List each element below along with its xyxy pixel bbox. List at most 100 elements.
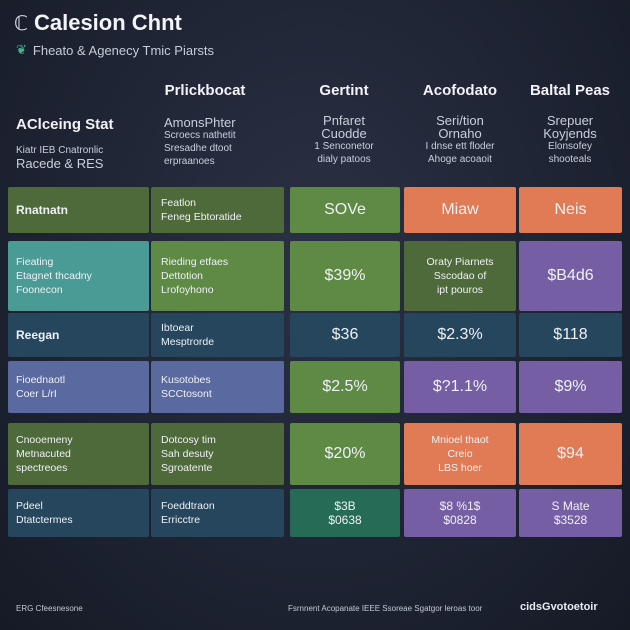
table-cell-text: $?1.1%	[432, 378, 488, 395]
table-cell: Foeddtraon Erricctre	[151, 489, 284, 537]
table-cell: $?1.1%	[404, 361, 516, 413]
table-cell-text: Oraty Piarnets	[426, 256, 494, 268]
subtitle-row: ❦ Fheato & Agenecy Tmic Piarsts	[16, 42, 214, 58]
table-cell-text: Erricctre	[161, 514, 201, 526]
row-header-info: Kiatr IEB Cnatronlic Racede & RES	[16, 144, 103, 170]
column-info-line: 1 Senconetor	[314, 141, 374, 152]
row-header-line: Kiatr IEB Cnatronlic	[16, 145, 104, 156]
table-cell: Pdeel Dtatctermes	[8, 489, 149, 537]
column-info-line: I dnse ett floder	[425, 141, 495, 152]
table-cell-text: $3B	[334, 499, 356, 513]
table-cell-text: Featlon	[161, 197, 197, 209]
table-cell: Mnioel thaot Creio LBS hoer	[404, 423, 516, 485]
table-cell-text: Fieating	[16, 256, 54, 268]
table-cell-text: Etagnet thcadny	[16, 270, 92, 282]
table-cell: Fioednaotl Coer L/rI	[8, 361, 149, 413]
table-cell: Ibtoear Mesptrorde	[151, 313, 284, 357]
table-cell-text: spectreoes	[16, 462, 68, 474]
column-info-line: Cuodde	[321, 126, 367, 141]
table-cell: Featlon Feneg Ebtoratide	[151, 187, 284, 233]
table-cell: Oraty Piarnets Sscodao of ipt pouros	[404, 241, 516, 311]
table-cell: Neis	[519, 187, 622, 233]
table-cell: $94	[519, 423, 622, 485]
table-cell-text: Mesptrorde	[161, 336, 215, 348]
column-info-line: Pnfaret	[323, 113, 365, 128]
column-info-line: Ahoge acoaoit	[428, 154, 492, 165]
table-cell: $118	[519, 313, 622, 357]
table-cell-text: Sgroatente	[161, 462, 213, 474]
table-cell-text: Pdeel	[16, 500, 43, 512]
table-cell-text: Foonecon	[16, 284, 63, 296]
footer-center: Fsrnnent Acopanate IEEE Ssoreae Sgatgor …	[288, 604, 483, 613]
column-info-1: AmonsPhter Scroecs nathetit Sresadhe dto…	[164, 116, 236, 168]
table-cell-text: Dotcosy tim	[161, 434, 216, 446]
column-info-line: Srepuer	[546, 113, 594, 128]
column-info-line: Seri/tion	[436, 113, 484, 128]
title-row: ℂ Calesion Chnt	[14, 10, 182, 36]
column-info-line: Koyjends	[543, 126, 597, 141]
table-cell-text: S Mate	[551, 499, 590, 513]
table-cell: Fieating Etagnet thcadny Foonecon	[8, 241, 149, 311]
row-header-line: Racede & RES	[16, 156, 104, 171]
column-info-line: Scroecs nathetit	[164, 130, 236, 141]
table-cell: S Mate $3528	[519, 489, 622, 537]
column-info-line: Sresadhe dtoot	[164, 143, 232, 154]
table-cell-text: Miaw	[441, 201, 479, 218]
table-cell-text: Sah desuty	[161, 448, 214, 460]
row-header-title: AClceing Stat	[16, 116, 114, 133]
table-cell: Cnooemeny Metnacuted spectreoes	[8, 423, 149, 485]
leaf-icon: ❦	[16, 42, 27, 57]
table-cell: Reegan	[8, 313, 149, 357]
table-cell-text: Fioednaotl	[16, 374, 66, 386]
table-cell-text: Reegan	[16, 328, 60, 342]
table-cell-text: $0638	[328, 513, 362, 527]
table-cell: SOVe	[290, 187, 400, 233]
column-info-line: erpraanoes	[164, 156, 215, 167]
column-info-line: Elonsofey	[548, 141, 592, 152]
table-cell-text: Sscodao of	[433, 270, 487, 282]
table-cell-text: LBS hoer	[438, 462, 482, 474]
column-info-line: Ornaho	[438, 126, 482, 141]
table-cell-text: Neis	[554, 201, 587, 218]
column-info-line: dialy patoos	[317, 154, 371, 165]
column-info-3: Seri/tion Ornaho I dnse ett floder Ahoge…	[404, 114, 516, 166]
table-cell-text: Lrofoyhono	[161, 284, 214, 296]
table-cell: $2.5%	[290, 361, 400, 413]
table-cell-text: $B4d6	[547, 267, 594, 284]
table-cell: $9%	[519, 361, 622, 413]
footer-right: cidsGvotoetoir	[520, 601, 598, 613]
footer-left: ERG Cfeesnesone	[16, 604, 83, 613]
table-cell-text: $2.5%	[322, 378, 368, 395]
table-cell: $3B $0638	[290, 489, 400, 537]
table-cell-text: $36	[331, 326, 359, 343]
table-cell-text: Coer L/rI	[16, 388, 57, 400]
table-cell-text: Dtatctermes	[16, 514, 73, 526]
table-cell-text: $8 %1$	[439, 499, 481, 513]
table-cell-text: $3528	[553, 513, 588, 527]
table-cell: Dotcosy tim Sah desuty Sgroatente	[151, 423, 284, 485]
table-cell-text: Feneg Ebtoratide	[161, 211, 242, 223]
table-cell-text: Cnooemeny	[16, 434, 73, 446]
table-cell-text: Dettotion	[161, 270, 204, 282]
table-cell: $36	[290, 313, 400, 357]
column-header-3: Acofodato	[422, 82, 498, 99]
table-cell: $B4d6	[519, 241, 622, 311]
table-cell: $39%	[290, 241, 400, 311]
table-cell-text: SOVe	[324, 201, 366, 218]
table-cell-text: $39%	[324, 267, 366, 284]
table-cell-text: Metnacuted	[16, 448, 71, 460]
table-cell-text: ipt pouros	[436, 284, 484, 296]
table-cell-text: Foeddtraon	[161, 500, 215, 512]
column-info-2: Pnfaret Cuodde 1 Senconetor dialy patoos	[288, 114, 400, 166]
table-cell-text: $2.3%	[437, 326, 483, 343]
column-info-4: Srepuer Koyjends Elonsofey shooteals	[518, 114, 622, 166]
table-cell-text: Rieding etfaes	[161, 256, 229, 268]
table-cell-text: SCCtosont	[161, 388, 212, 400]
column-info-line: shooteals	[548, 154, 592, 165]
table-cell-text: $94	[557, 445, 584, 462]
column-header-2: Gertint	[319, 82, 369, 99]
table-cell: $2.3%	[404, 313, 516, 357]
table-cell: $8 %1$ $0828	[404, 489, 516, 537]
table-cell: Rnatnatn	[8, 187, 149, 233]
table-cell: Kusotobes SCCtosont	[151, 361, 284, 413]
